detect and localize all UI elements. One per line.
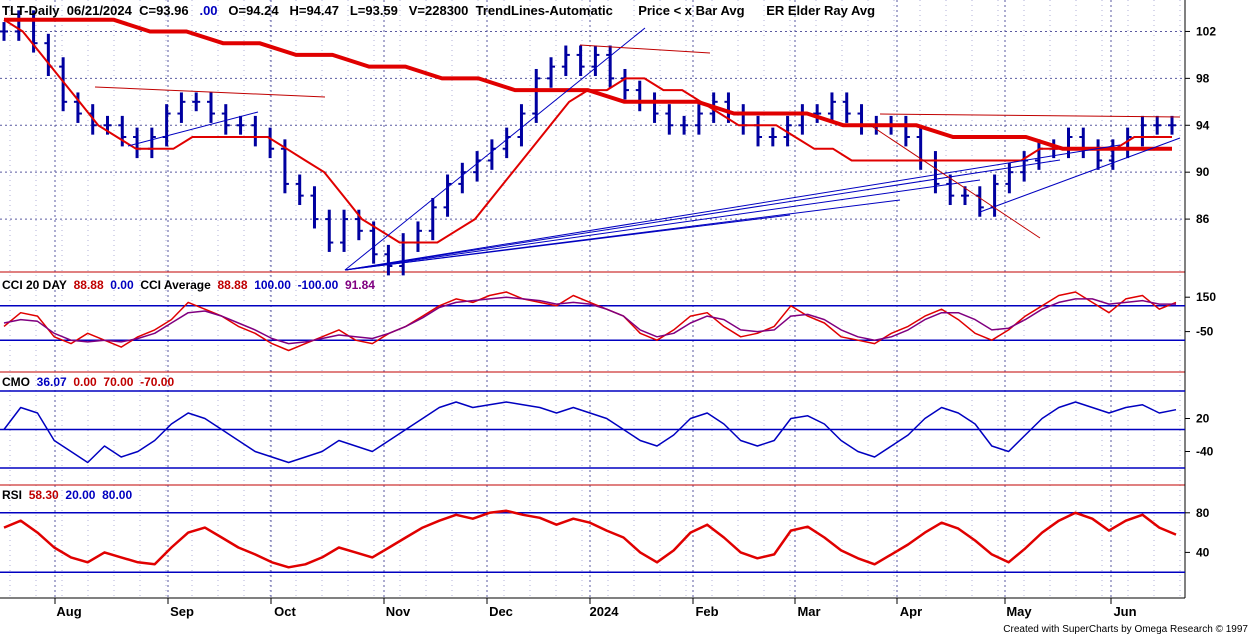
x-axis-label-9: May xyxy=(1006,604,1032,619)
trendline-resistance-1 xyxy=(579,44,711,54)
cci-avg-value: 88.88 xyxy=(217,278,248,292)
trendline-resistance-4 xyxy=(869,124,1041,239)
cci-lower: -100.00 xyxy=(297,278,339,292)
x-axis-label-10: Jun xyxy=(1113,604,1136,619)
tick-label-p2-1: -40 xyxy=(1196,445,1214,459)
date-label: 06/21/2024 xyxy=(66,3,132,18)
rsi-lower: 20.00 xyxy=(65,488,96,502)
cmo-zero: 0.00 xyxy=(73,375,97,389)
tick-label-p2-0: 20 xyxy=(1196,412,1210,426)
high-label: H=94.47 xyxy=(289,3,339,18)
price-tick-label-1: 90 xyxy=(1196,165,1210,179)
indicator-line-p1-s0 xyxy=(3,291,1177,352)
close-label: C=93.96 xyxy=(139,3,189,18)
cci-title: CCI 20 DAY xyxy=(2,278,67,292)
x-axis-label-2: Oct xyxy=(274,604,296,619)
study-elder-label: ER Elder Ray Avg xyxy=(766,3,876,18)
cmo-title: CMO xyxy=(2,375,30,389)
cci-zero: 0.00 xyxy=(110,278,134,292)
price-tick-label-3: 98 xyxy=(1196,71,1210,85)
rsi-title: RSI xyxy=(2,488,23,502)
indicator-line-p3-s0 xyxy=(3,509,1177,569)
credit-text: Created with SuperCharts by Omega Resear… xyxy=(1003,624,1248,635)
trendline-fan-1 xyxy=(344,144,1121,271)
change-label: .00 xyxy=(199,3,218,18)
x-axis-label-8: Apr xyxy=(900,604,922,619)
price-header: TLT-Daily 06/21/2024 C=93.96 .00 O=94.24… xyxy=(2,3,875,18)
x-axis-label-6: Feb xyxy=(695,604,718,619)
trendline-support-1 xyxy=(979,137,1181,213)
cmo-value: 36.07 xyxy=(36,375,67,389)
price-tick-label-2: 94 xyxy=(1196,118,1210,132)
x-axis-label-5: 2024 xyxy=(590,604,620,619)
study-trendlines-label: TrendLines-Automatic xyxy=(475,3,613,18)
trendline-fan-5 xyxy=(344,214,791,271)
trendline-resistance-2 xyxy=(94,86,326,98)
cmo-lower: -70.00 xyxy=(140,375,175,389)
indicator-line-p2-s0 xyxy=(3,401,1177,464)
study-avg-label: Price < x Bar Avg xyxy=(638,3,745,18)
trendline-support-2 xyxy=(127,111,259,147)
cci-extra: 91.84 xyxy=(344,278,375,292)
rsi-header: RSI 58.30 20.00 80.00 xyxy=(2,488,132,502)
indicator-line-p1-s1 xyxy=(3,296,1176,345)
cci-avg-title: CCI Average xyxy=(140,278,211,292)
trendline-fan-0 xyxy=(344,27,646,271)
cci-header: CCI 20 DAY 88.88 0.00 CCI Average 88.88 … xyxy=(2,278,375,292)
trendline-fan-2 xyxy=(344,159,1061,271)
rsi-value: 58.30 xyxy=(28,488,59,502)
rsi-upper: 80.00 xyxy=(102,488,133,502)
tick-label-p1-0: 150 xyxy=(1196,290,1216,304)
open-label: O=94.24 xyxy=(228,3,279,18)
cci-value: 88.88 xyxy=(73,278,104,292)
tick-label-p3-0: 80 xyxy=(1196,506,1210,520)
x-axis-label-4: Dec xyxy=(489,604,513,619)
x-axis-label-7: Mar xyxy=(797,604,820,619)
tick-label-p1-1: -50 xyxy=(1196,325,1214,339)
elder-ray-avg-line xyxy=(4,17,1172,151)
low-label: L=93.59 xyxy=(349,3,398,18)
tick-label-p3-1: 40 xyxy=(1196,545,1210,559)
x-axis-label-0: Aug xyxy=(56,604,81,619)
cci-upper: 100.00 xyxy=(254,278,291,292)
cmo-header: CMO 36.07 0.00 70.00 -70.00 xyxy=(2,375,174,389)
x-axis-label-3: Nov xyxy=(386,604,411,619)
trendline-resistance-3 xyxy=(879,113,1181,118)
price-tick-label-4: 102 xyxy=(1196,24,1216,38)
price-tick-label-0: 86 xyxy=(1196,212,1210,226)
trendline-fan-3 xyxy=(344,179,981,271)
x-axis-label-1: Sep xyxy=(170,604,194,619)
volume-label: V=228300 xyxy=(408,3,469,18)
cmo-upper: 70.00 xyxy=(103,375,134,389)
symbol-label: TLT-Daily xyxy=(2,3,60,18)
